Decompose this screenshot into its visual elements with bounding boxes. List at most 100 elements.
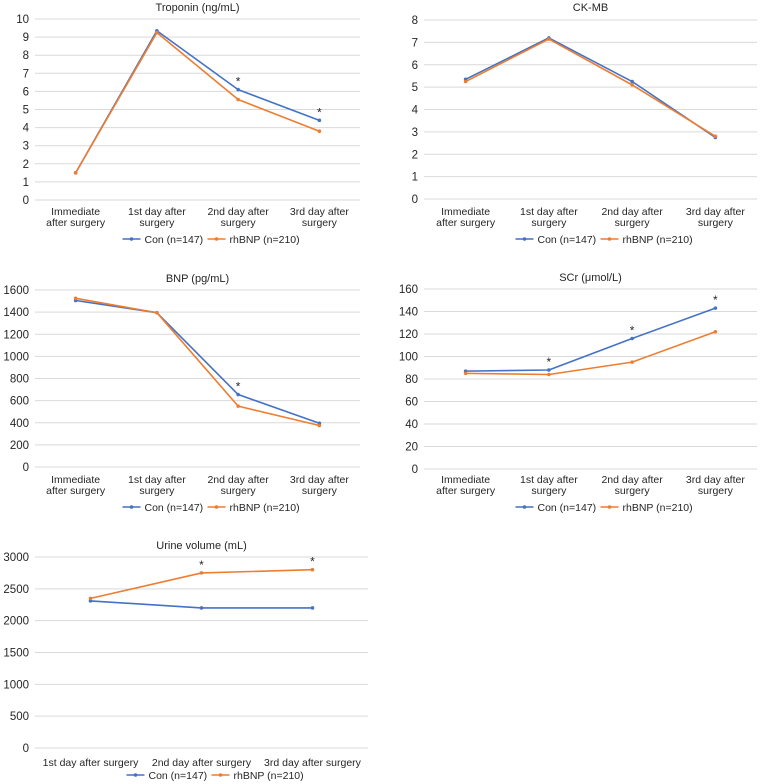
data-point: [73, 296, 78, 301]
legend-label: Con (n=147): [538, 234, 597, 246]
x-category-label: 2nd day after surgery: [601, 474, 663, 497]
x-category-label: 3rd day after surgery: [686, 474, 745, 497]
series-line-con: [465, 37, 716, 139]
data-point: [73, 171, 78, 175]
legend-marker: [214, 505, 219, 509]
series-line-rhbnp: [465, 330, 716, 376]
x-category-label: 1st day after surgery: [128, 206, 186, 229]
legend-marker: [607, 505, 612, 509]
chart-title: Urine volume (mL): [156, 540, 246, 552]
significance-marker: *: [713, 293, 718, 307]
series-line-rhbnp: [75, 297, 320, 427]
y-tick-label: 2: [412, 149, 418, 161]
series-line-con: [465, 307, 716, 372]
chart-legend: Con (n=147) rhBNP (n=210): [122, 234, 300, 246]
y-tick-label: 2: [23, 159, 29, 171]
y-tick-label: 1400: [3, 307, 29, 319]
y-tick-label: 40: [405, 419, 418, 431]
legend-label: rhBNP (n=210): [623, 234, 693, 246]
significance-marker: *: [310, 555, 315, 569]
y-tick-label: 3: [412, 127, 418, 139]
y-tick-label: 1200: [3, 329, 29, 341]
y-tick-label: 4: [23, 123, 30, 135]
x-category-label: 3rd day after surgery: [686, 206, 745, 229]
legend-label: rhBNP (n=210): [230, 502, 300, 514]
legend-label: rhBNP (n=210): [234, 770, 304, 782]
data-point: [547, 368, 551, 372]
series-line-con: [74, 29, 320, 174]
y-tick-label: 600: [10, 396, 29, 408]
y-tick-label: 800: [10, 374, 29, 386]
y-tick-label: 7: [412, 37, 418, 49]
x-category-label: 3rd day after surgery: [290, 206, 349, 229]
chart-bnp: BNP (pg/mL) 0 200 400 600 800 1000 1200 1400 1600…: [3, 273, 360, 514]
data-point: [155, 30, 159, 35]
legend-marker: [129, 505, 134, 509]
x-category-label: 2nd day after surgery: [601, 206, 663, 229]
y-tick-label: 3000: [3, 552, 29, 564]
legend-marker: [133, 773, 138, 777]
data-point: [317, 129, 322, 134]
y-tick-label: 0: [412, 194, 418, 206]
x-category-label: 3rd day after surgery: [264, 757, 362, 769]
series-line-rhbnp: [465, 38, 716, 138]
y-tick-label: 5: [23, 105, 29, 117]
y-tick-label: 1600: [3, 285, 29, 297]
chart-legend: Con (n=147) rhBNP (n=210): [515, 502, 693, 514]
series-line-rhbnp: [74, 31, 320, 174]
x-category-label: 1st day after surgery: [520, 206, 578, 229]
x-category-label: Immediate after surgery: [436, 474, 496, 497]
y-tick-label: 80: [405, 374, 418, 386]
y-tick-label: 60: [405, 397, 418, 409]
legend-label: Con (n=147): [538, 502, 597, 514]
y-tick-label: 3: [23, 141, 29, 153]
data-point: [713, 329, 718, 334]
legend-marker: [522, 237, 527, 241]
data-point: [547, 372, 551, 377]
data-point: [630, 79, 634, 84]
y-tick-label: 0: [23, 195, 29, 207]
significance-marker: *: [630, 324, 635, 338]
data-point: [310, 567, 315, 572]
data-point: [630, 360, 634, 364]
y-tick-label: 7: [23, 68, 29, 80]
y-tick-label: 400: [10, 418, 29, 430]
chart-title: Troponin (ng/mL): [156, 2, 240, 14]
data-point: [88, 599, 93, 603]
significance-marker: *: [236, 380, 241, 394]
legend-label: rhBNP (n=210): [230, 234, 300, 246]
data-point: [236, 97, 240, 102]
y-tick-label: 4: [412, 105, 419, 117]
data-point: [236, 392, 240, 397]
legend-marker: [522, 505, 527, 509]
x-category-label: Immediate after surgery: [46, 206, 106, 229]
legend-marker: [218, 773, 223, 777]
y-tick-label: 200: [10, 440, 29, 452]
legend-label: rhBNP (n=210): [623, 502, 693, 514]
data-point: [463, 79, 468, 84]
y-tick-label: 2500: [3, 584, 29, 596]
chart-title: BNP (pg/mL): [166, 273, 229, 285]
y-tick-label: 10: [16, 14, 29, 26]
y-tick-label: 120: [399, 329, 418, 341]
x-category-label: Immediate after surgery: [46, 474, 106, 497]
data-point: [463, 371, 468, 376]
data-point: [155, 310, 159, 315]
y-tick-label: 1000: [3, 679, 29, 691]
x-category-label: 2nd day after surgery: [207, 474, 269, 497]
x-category-label: 3rd day after surgery: [290, 474, 349, 497]
data-point: [630, 336, 634, 341]
y-tick-label: 140: [399, 307, 418, 319]
legend-marker: [607, 237, 612, 241]
chart-urine-volume: Urine volume (mL) 0 500 1000 1500 2000 2500 300…: [3, 540, 368, 782]
x-category-label: 1st day after surgery: [128, 474, 186, 497]
legend-label: Con (n=147): [145, 502, 204, 514]
data-point: [199, 606, 204, 610]
y-tick-label: 1500: [3, 648, 29, 660]
chart-scr: SCr (μmol/L) 0 20 40 60 80 100 120 140 160 Immedia…: [399, 272, 757, 514]
data-point: [713, 306, 718, 310]
y-tick-label: 6: [412, 60, 418, 72]
chart-legend: Con (n=147) rhBNP (n=210): [515, 234, 693, 246]
y-tick-label: 500: [10, 711, 29, 723]
